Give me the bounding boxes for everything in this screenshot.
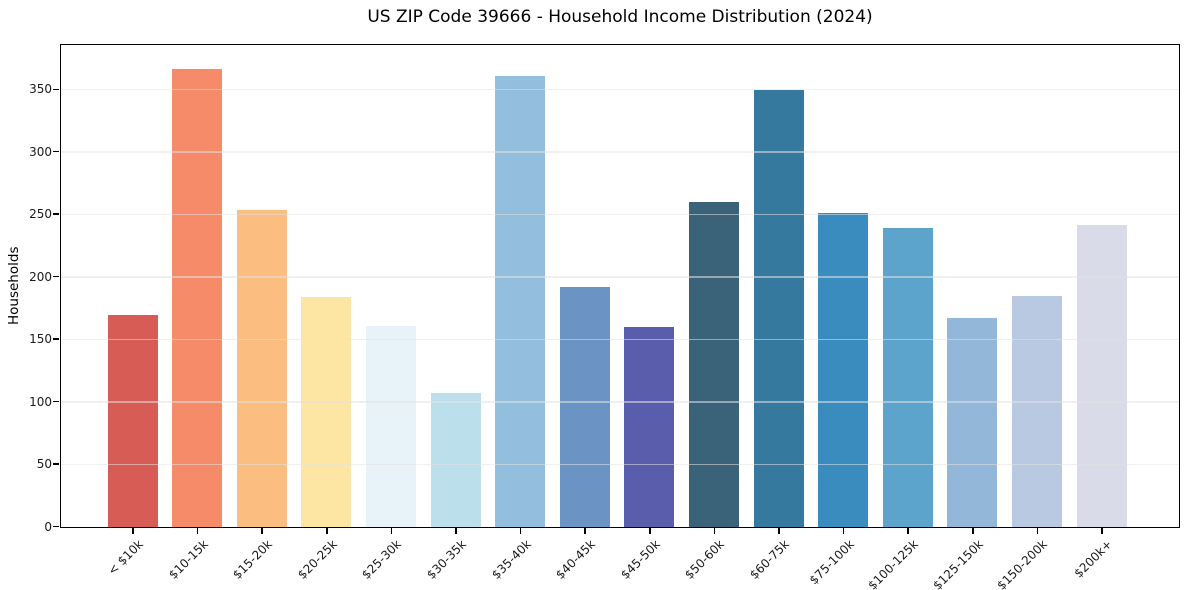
y-tick-mark-0 — [53, 525, 59, 528]
bar-50-60k — [688, 202, 739, 527]
y-tick-mark-100 — [53, 400, 59, 403]
y-tick-label-100: 100 — [29, 394, 52, 409]
y-tick-label-350: 350 — [29, 82, 52, 97]
x-tick-mark-9 — [713, 528, 716, 534]
bar-45-50k — [624, 327, 675, 527]
x-tick-mark-1 — [196, 528, 199, 534]
y-tick-label-250: 250 — [29, 207, 52, 222]
y-tick-label-200: 200 — [29, 269, 52, 284]
bar-35-40k — [495, 76, 546, 527]
bar-40-45k — [559, 287, 610, 527]
chart-title: US ZIP Code 39666 - Household Income Dis… — [367, 7, 873, 27]
bars-layer — [61, 45, 1179, 527]
bar-10k — [107, 314, 158, 527]
y-tick-label-50: 50 — [36, 457, 52, 471]
y-tick-mark-250 — [53, 213, 59, 215]
y-tick-mark-50 — [53, 463, 59, 465]
bar-200k+ — [1076, 224, 1127, 527]
x-tick-mark-12 — [907, 528, 909, 534]
bar-125-150k — [947, 318, 998, 527]
x-tick-mark-11 — [842, 528, 845, 534]
bar-15-20k — [236, 209, 287, 527]
x-tick-mark-4 — [390, 528, 393, 534]
y-tick-label-150: 150 — [29, 332, 52, 347]
y-tick-label-300: 300 — [29, 144, 52, 159]
bar-20-25k — [301, 297, 352, 527]
y-tick-label-0: 0 — [44, 519, 52, 534]
x-tick-mark-14 — [1036, 528, 1039, 534]
x-tick-mark-13 — [972, 528, 974, 534]
bar-60-75k — [753, 89, 804, 527]
y-tick-mark-350 — [53, 88, 59, 90]
y-tick-mark-200 — [53, 275, 59, 278]
x-tick-mark-10 — [778, 528, 780, 534]
y-tick-mark-300 — [53, 150, 59, 153]
bar-75-100k — [818, 213, 869, 527]
x-tick-mark-8 — [649, 528, 651, 534]
bar-25-30k — [365, 325, 416, 527]
x-tick-mark-7 — [584, 528, 586, 534]
plot-area — [60, 44, 1180, 528]
x-tick-mark-2 — [261, 528, 263, 534]
x-tick-label-0: < $10k — [105, 537, 146, 578]
bar-150-200k — [1011, 295, 1062, 527]
x-tick-mark-5 — [455, 528, 457, 534]
x-tick-mark-6 — [519, 528, 522, 534]
bar-30-35k — [430, 393, 481, 527]
bar-10-15k — [172, 68, 223, 527]
x-tick-mark-15 — [1101, 528, 1103, 534]
y-tick-mark-150 — [53, 338, 59, 340]
x-tick-mark-0 — [132, 528, 134, 534]
x-tick-mark-3 — [326, 528, 328, 534]
bar-100-125k — [882, 228, 933, 527]
y-axis-label: Households — [6, 246, 22, 326]
